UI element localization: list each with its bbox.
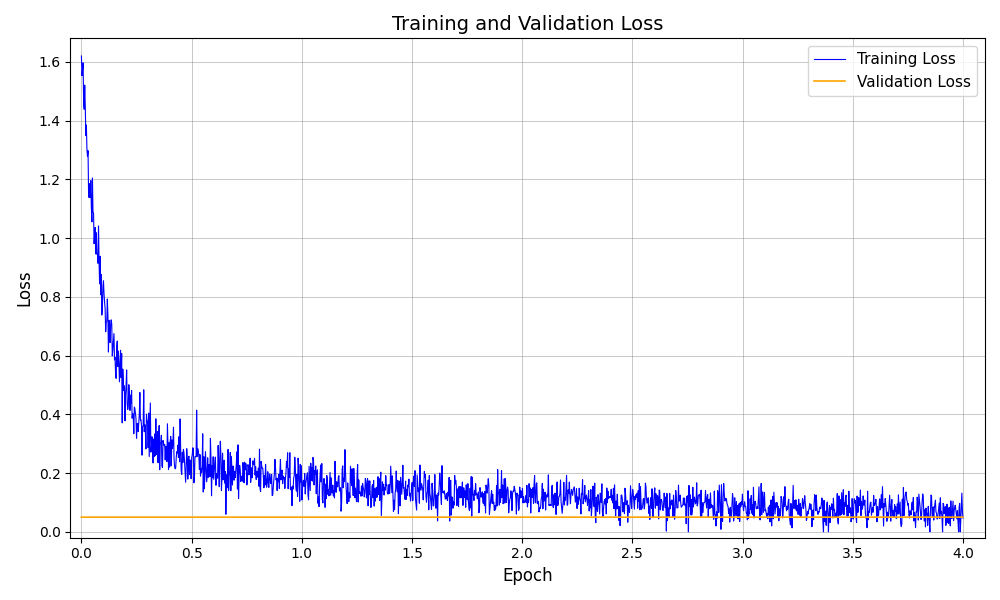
Title: Training and Validation Loss: Training and Validation Loss bbox=[392, 15, 663, 34]
Training Loss bbox=[957, 515, 969, 522]
Y-axis label: Loss: Loss bbox=[15, 270, 33, 307]
Validation Loss bbox=[900, 514, 912, 521]
Validation Loss bbox=[526, 514, 538, 521]
Validation Loss bbox=[683, 514, 695, 521]
Line: Training Loss: Training Loss bbox=[81, 56, 963, 532]
Validation Loss bbox=[75, 514, 87, 521]
Validation Loss bbox=[957, 514, 969, 521]
X-axis label: Epoch: Epoch bbox=[502, 567, 553, 585]
Validation Loss bbox=[92, 514, 104, 521]
Training Loss bbox=[233, 472, 245, 479]
Training Loss bbox=[684, 503, 696, 510]
Training Loss bbox=[75, 52, 87, 59]
Training Loss bbox=[682, 528, 694, 535]
Training Loss bbox=[901, 496, 913, 503]
Validation Loss bbox=[474, 514, 486, 521]
Training Loss bbox=[526, 494, 538, 501]
Training Loss bbox=[92, 260, 104, 267]
Legend: Training Loss, Validation Loss: Training Loss, Validation Loss bbox=[808, 46, 977, 96]
Training Loss bbox=[474, 484, 486, 491]
Validation Loss bbox=[233, 514, 245, 521]
